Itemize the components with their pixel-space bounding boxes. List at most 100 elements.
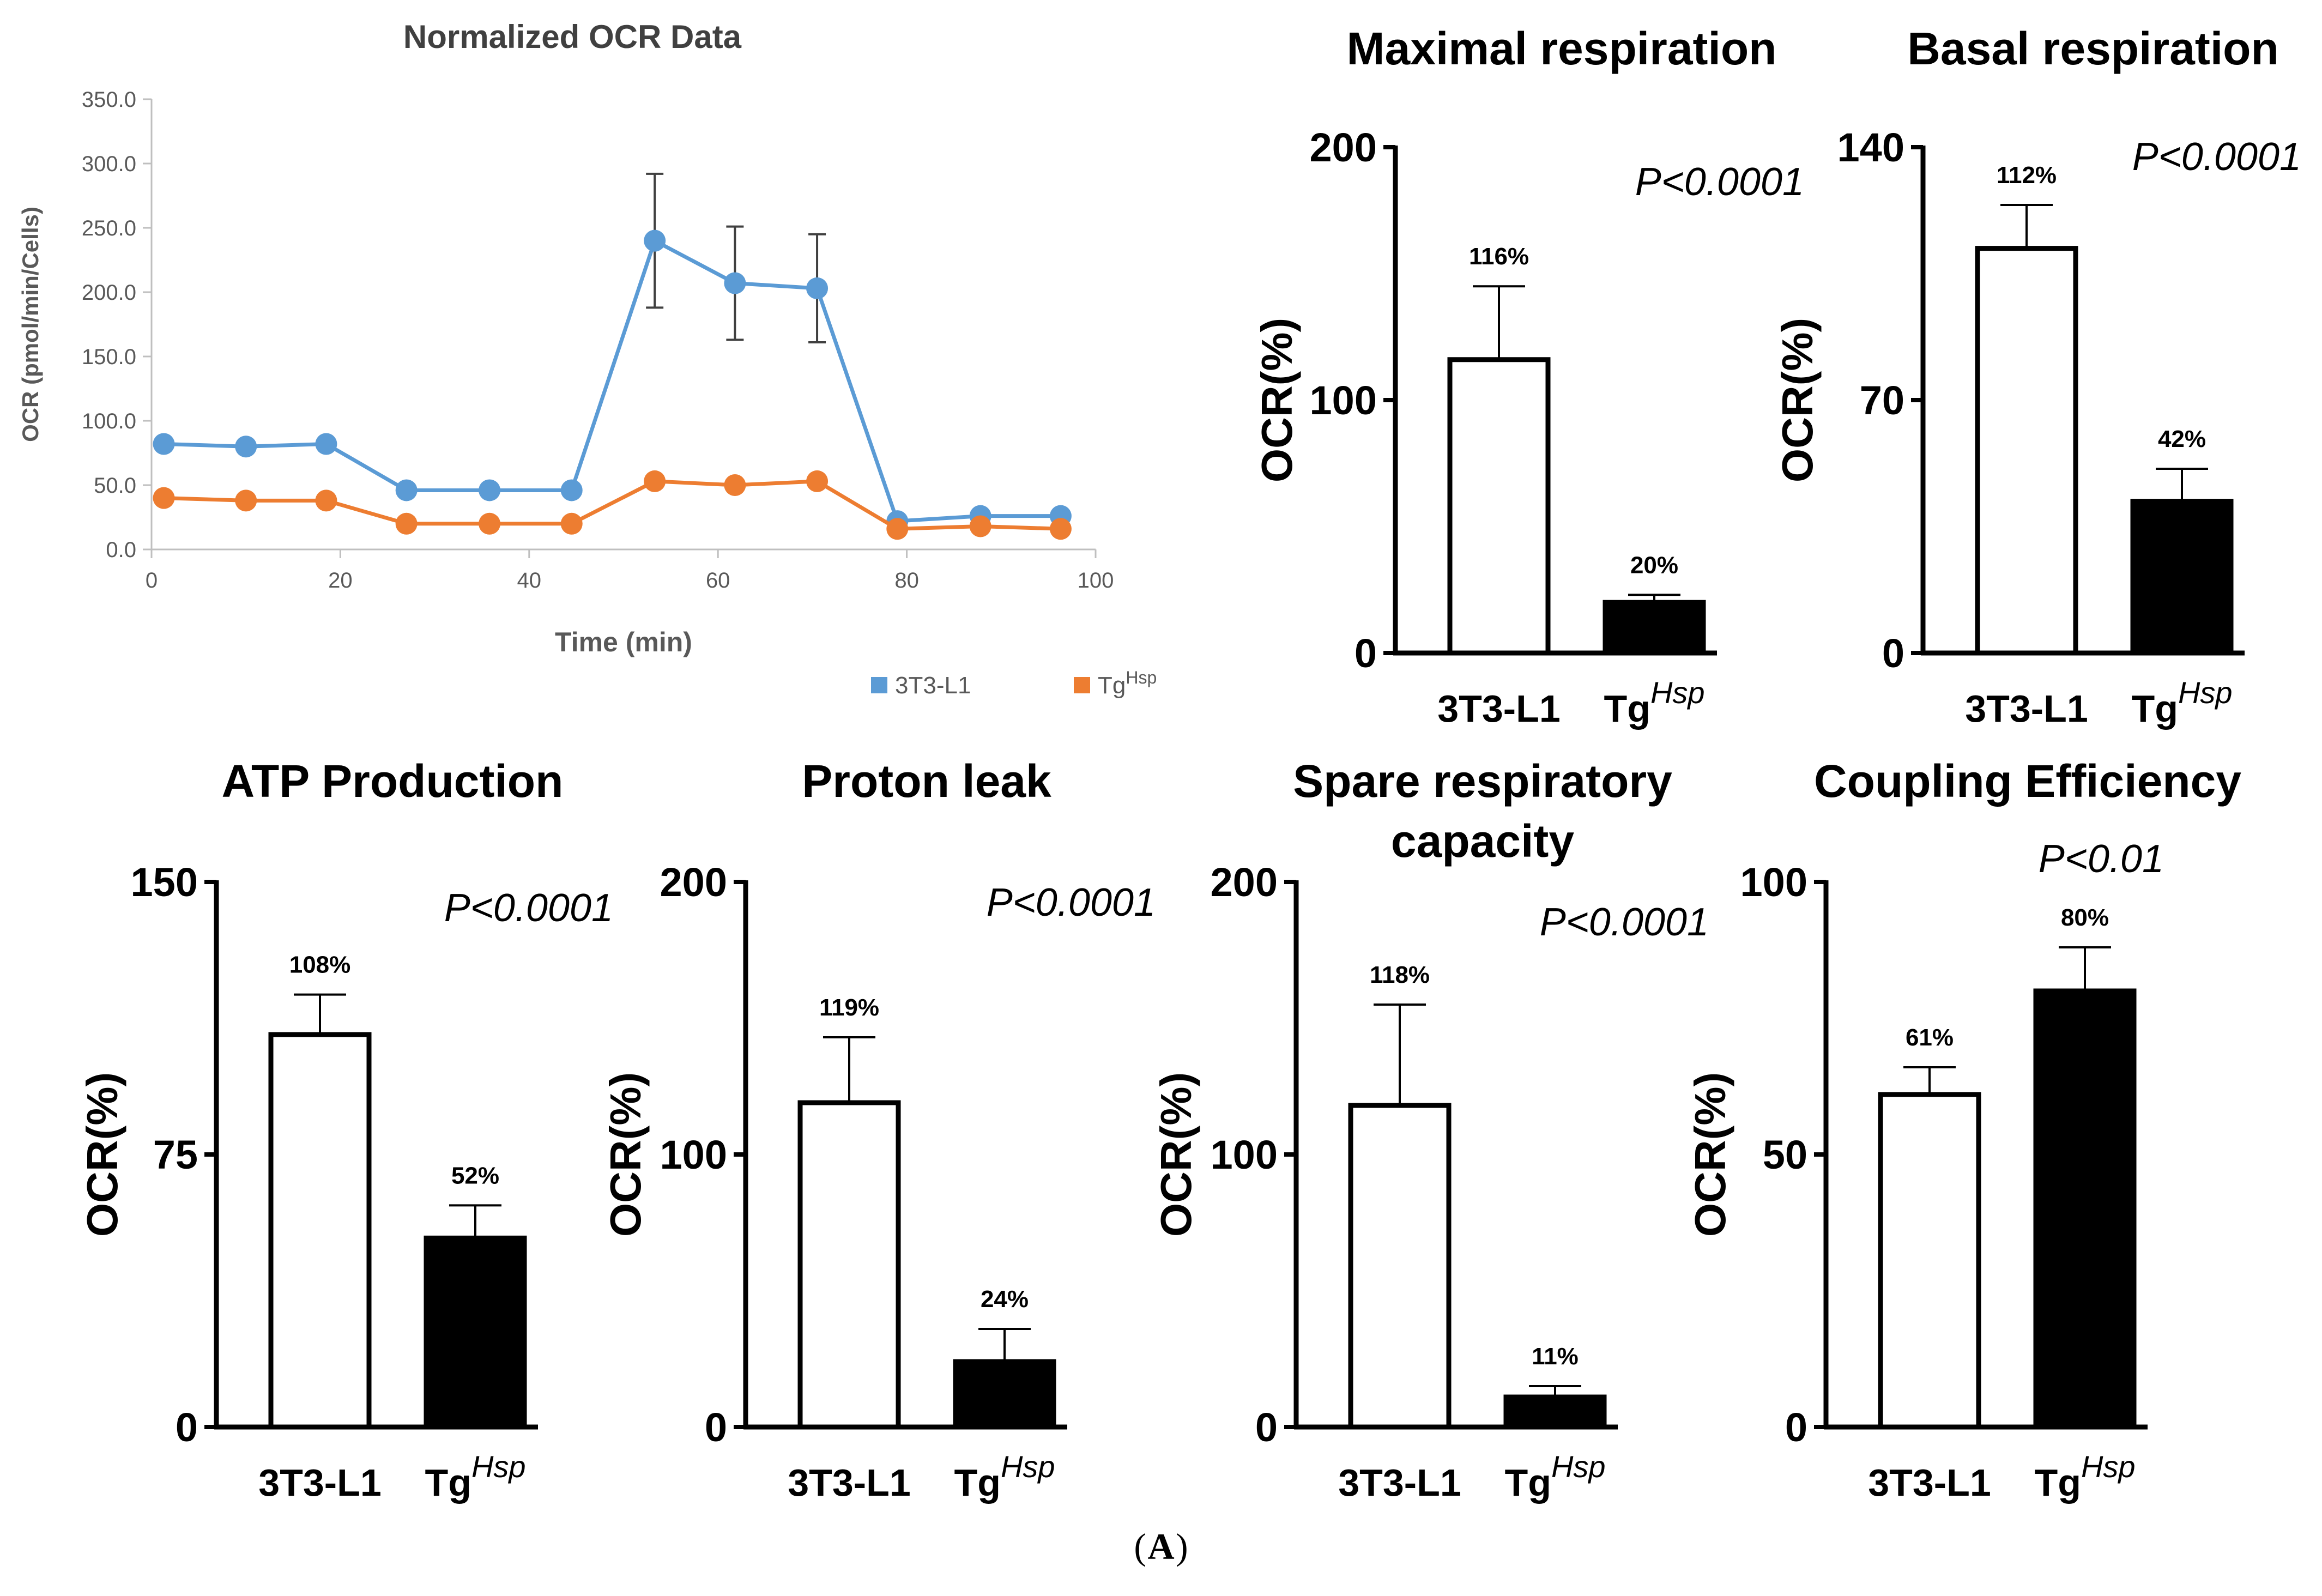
y-tick-label: 350.0	[82, 88, 136, 112]
category-label-main: Tg	[2034, 1461, 2081, 1504]
legend-label: TgHsp	[1098, 668, 1157, 699]
y-axis-label: OCR(%)	[601, 1072, 650, 1237]
data-point	[315, 489, 337, 512]
panel-label-close: )	[1176, 1526, 1188, 1567]
y-tick-label: 0	[1255, 1405, 1278, 1450]
y-tick-label: 0	[705, 1405, 727, 1450]
bar-chart-6: Coupling Efficiency 0 50 100 OCR(%) 61% 3T3-L1…	[1686, 755, 2241, 1504]
y-axis-label: OCR(%)	[1773, 318, 1822, 482]
y-tick-label: 100	[1310, 378, 1377, 423]
value-label: 116%	[1469, 243, 1529, 270]
y-tick-label: 200	[1211, 860, 1278, 905]
y-tick-label: 50	[1763, 1132, 1807, 1177]
x-tick-label: 0	[146, 569, 158, 593]
data-point	[644, 229, 666, 252]
data-point	[315, 433, 337, 455]
category-label-main: 3T3-L1	[1338, 1461, 1461, 1504]
category-label-superscript: Hsp	[1650, 675, 1705, 710]
x-tick-label: 60	[706, 569, 730, 593]
bar-tghsp	[1503, 1394, 1607, 1430]
y-tick-label: 0	[1785, 1405, 1807, 1450]
value-label: 20%	[1630, 552, 1678, 578]
data-point	[806, 277, 829, 299]
legend-swatch	[871, 677, 887, 693]
y-tick-label: 0	[1355, 631, 1377, 676]
bar-3t3-l1	[1447, 357, 1551, 656]
category-label: TgHsp	[1504, 1449, 1605, 1504]
x-axis-label: Time (min)	[555, 627, 692, 657]
category-label-main: Tg	[425, 1461, 471, 1504]
data-point	[886, 518, 909, 540]
bar-chart-panels: Maximal respiration0100200OCR(%)116%3T3-…	[78, 23, 2301, 1504]
x-tick-label: 100	[1078, 569, 1114, 593]
data-point	[153, 433, 175, 455]
series-line	[164, 238, 1061, 523]
y-tick-label: 0.0	[106, 538, 136, 562]
bar-chart-4: Proton leak 0 100 200 OCR(%) 119% 3T3-L1 24% TgH…	[601, 755, 1156, 1504]
data-point	[479, 479, 501, 501]
data-point	[969, 515, 991, 537]
bar-chart-title: Coupling Efficiency	[1814, 755, 2241, 807]
y-tick-label: 300.0	[82, 152, 136, 176]
legend-label: 3T3-L1	[895, 672, 971, 699]
value-label: 118%	[1370, 962, 1430, 988]
category-label-superscript: Hsp	[1001, 1449, 1055, 1484]
category-label: 3T3-L1	[788, 1461, 911, 1504]
y-tick-label: 200.0	[82, 281, 136, 305]
data-point	[479, 512, 501, 535]
category-label-superscript: Hsp	[1551, 1449, 1606, 1484]
category-label-superscript: Hsp	[471, 1449, 526, 1484]
line-chart-title: Normalized OCR Data	[403, 19, 742, 55]
data-point	[560, 479, 583, 501]
bar-tghsp	[2033, 988, 2137, 1430]
category-label: TgHsp	[2034, 1449, 2135, 1504]
legend-swatch	[1074, 677, 1090, 693]
p-value: P<0.0001	[2132, 135, 2301, 179]
category-label-main: Tg	[2131, 687, 2178, 730]
category-label-main: 3T3-L1	[1868, 1461, 1991, 1504]
bar-chart-2: Basal respiration 0 70 140 OCR(%) 112% 3T3-L1 4…	[1773, 23, 2301, 730]
p-value: P<0.0001	[1540, 900, 1709, 944]
category-label-superscript: Hsp	[2081, 1449, 2136, 1484]
p-value: P<0.0001	[1635, 160, 1804, 204]
y-tick-label: 75	[153, 1132, 198, 1177]
y-axis-label: OCR(%)	[1253, 318, 1301, 482]
y-tick-label: 250.0	[82, 216, 136, 240]
bar-chart-5: Spare respiratory capacity 0 100 200 OCR(%) 11…	[1152, 755, 1709, 1504]
bar-3t3-l1	[268, 1032, 372, 1430]
value-label: 24%	[981, 1286, 1029, 1313]
data-point	[153, 487, 175, 509]
y-tick-label: 70	[1860, 378, 1904, 423]
x-tick-label: 20	[328, 569, 353, 593]
bar-chart-title: ATP Production	[222, 755, 564, 807]
y-tick-label: 150	[131, 860, 198, 905]
legend-label-superscript: Hsp	[1126, 668, 1157, 687]
y-tick-label: 100	[660, 1132, 727, 1177]
y-tick-label: 200	[660, 860, 727, 905]
bar-chart-title: Spare respiratory	[1293, 755, 1672, 807]
category-label-main: 3T3-L1	[1965, 687, 2088, 730]
y-tick-label: 0	[176, 1405, 198, 1450]
category-label: 3T3-L1	[258, 1461, 382, 1504]
category-label-main: 3T3-L1	[788, 1461, 911, 1504]
category-label-main: 3T3-L1	[258, 1461, 382, 1504]
y-axis-label: OCR(%)	[1152, 1072, 1200, 1237]
value-label: 42%	[2158, 426, 2206, 452]
category-label: TgHsp	[425, 1449, 525, 1504]
bar-tghsp	[2130, 499, 2234, 656]
y-tick-label: 200	[1310, 125, 1377, 170]
bar-tghsp	[424, 1235, 527, 1430]
value-label: 80%	[2061, 904, 2109, 931]
y-tick-label: 140	[1837, 125, 1904, 170]
bar-3t3-l1	[797, 1100, 901, 1430]
data-point	[395, 479, 418, 501]
bar-tghsp	[953, 1359, 1056, 1430]
value-label: 119%	[819, 994, 879, 1021]
p-value: P<0.01	[2039, 837, 2164, 881]
category-label: TgHsp	[1604, 675, 1704, 730]
panel-label-open: (	[1134, 1526, 1146, 1567]
p-value: P<0.0001	[444, 886, 613, 930]
category-label: 3T3-L1	[1437, 687, 1561, 730]
bar-chart-title: Basal respiration	[1907, 23, 2279, 74]
